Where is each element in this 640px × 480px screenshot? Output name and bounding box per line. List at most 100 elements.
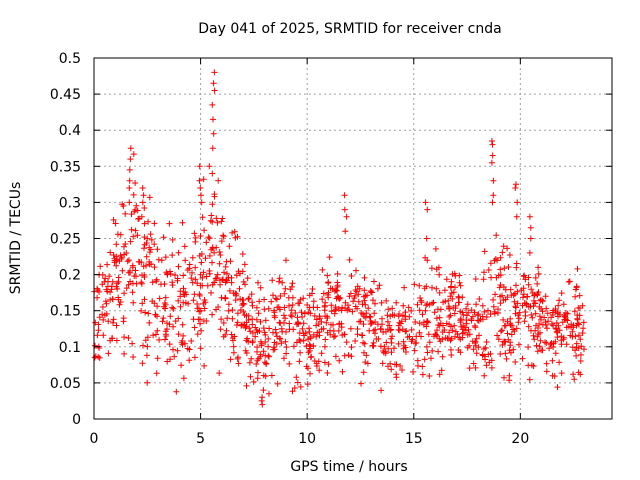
- data-point: [184, 267, 191, 273]
- data-point: [255, 369, 261, 376]
- data-point: [162, 294, 169, 301]
- data-point: [306, 304, 313, 311]
- data-point: [154, 303, 161, 310]
- data-point: [155, 256, 162, 263]
- data-point: [307, 370, 313, 377]
- data-point: [502, 350, 509, 357]
- data-point: [255, 355, 262, 362]
- data-point: [201, 305, 208, 312]
- data-point: [300, 320, 307, 327]
- data-point: [240, 301, 247, 308]
- data-point: [311, 312, 318, 319]
- data-point: [336, 357, 343, 364]
- y-tick-label: 0.05: [50, 376, 81, 392]
- data-point: [481, 353, 488, 360]
- data-point: [328, 302, 335, 309]
- data-point: [122, 241, 129, 247]
- data-point: [379, 360, 386, 367]
- data-point: [488, 357, 495, 364]
- data-point: [465, 326, 472, 333]
- data-point: [510, 326, 517, 333]
- data-point: [197, 233, 204, 239]
- data-point: [534, 291, 541, 297]
- data-point: [219, 276, 226, 283]
- data-point: [175, 263, 182, 270]
- data-point: [409, 336, 416, 343]
- data-point: [514, 199, 521, 206]
- data-points: [91, 69, 587, 408]
- data-point: [107, 249, 114, 256]
- data-point: [402, 328, 409, 335]
- data-point: [547, 341, 554, 348]
- data-point: [466, 365, 473, 372]
- data-point: [297, 338, 304, 345]
- data-point: [195, 305, 202, 312]
- data-point: [110, 319, 116, 326]
- data-point: [412, 319, 419, 325]
- data-point: [552, 350, 559, 357]
- data-point: [324, 272, 331, 279]
- data-point: [265, 335, 272, 342]
- data-point: [364, 360, 371, 367]
- data-point: [129, 340, 136, 347]
- data-point: [265, 352, 272, 359]
- data-point: [105, 350, 112, 357]
- data-point: [505, 264, 512, 270]
- data-point: [206, 252, 213, 259]
- data-point: [301, 332, 308, 339]
- data-point: [144, 334, 151, 341]
- data-point: [355, 298, 362, 305]
- data-point: [160, 315, 167, 322]
- data-point: [304, 381, 311, 388]
- data-point: [143, 240, 150, 246]
- data-point: [532, 310, 539, 317]
- data-point: [196, 163, 203, 170]
- data-point: [480, 276, 487, 283]
- data-point: [419, 311, 426, 318]
- data-point: [241, 261, 248, 268]
- data-point: [127, 268, 133, 274]
- data-point: [127, 145, 134, 152]
- data-point: [160, 234, 167, 241]
- data-point: [526, 376, 533, 383]
- data-point: [413, 339, 420, 346]
- data-point: [132, 267, 139, 274]
- data-point: [153, 278, 160, 285]
- data-point: [343, 339, 350, 346]
- data-point: [149, 279, 156, 286]
- data-point: [431, 309, 438, 316]
- data-point: [374, 321, 381, 328]
- data-point: [92, 342, 98, 349]
- data-point: [305, 336, 312, 343]
- data-point: [143, 352, 150, 359]
- data-point: [154, 327, 161, 334]
- data-point: [316, 329, 323, 336]
- data-point: [146, 194, 153, 201]
- data-point: [119, 201, 126, 208]
- data-point: [197, 345, 204, 352]
- data-point: [234, 319, 241, 326]
- data-point: [299, 313, 306, 320]
- data-point: [324, 329, 331, 336]
- data-point: [430, 299, 437, 306]
- data-point: [528, 311, 535, 318]
- data-point: [571, 376, 578, 383]
- data-point: [146, 319, 153, 326]
- data-point: [471, 309, 478, 316]
- data-point: [572, 286, 579, 293]
- data-point: [354, 331, 361, 338]
- data-point: [199, 274, 206, 281]
- data-point: [437, 306, 444, 313]
- data-point: [512, 359, 519, 365]
- data-point: [174, 347, 181, 354]
- data-point: [533, 342, 540, 349]
- data-point: [424, 349, 431, 356]
- data-point: [167, 356, 174, 363]
- data-point: [288, 313, 295, 320]
- data-point: [463, 305, 470, 312]
- data-point: [156, 336, 163, 343]
- data-point: [520, 291, 527, 298]
- data-point: [235, 360, 242, 367]
- data-point: [293, 321, 300, 328]
- data-point: [218, 316, 225, 323]
